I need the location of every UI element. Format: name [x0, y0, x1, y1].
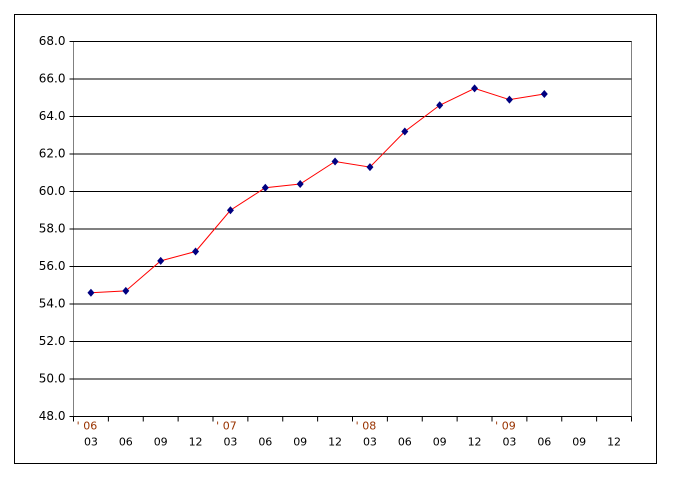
- year-label: ' 06: [77, 420, 98, 433]
- x-tick-label: 09: [293, 436, 307, 449]
- x-tick-label: 09: [154, 436, 168, 449]
- x-tick-label: 06: [537, 436, 551, 449]
- x-tick-label: 06: [398, 436, 412, 449]
- data-point: [226, 206, 234, 215]
- y-tick-label: 68.0: [39, 34, 66, 48]
- x-tick-label: 12: [468, 436, 482, 449]
- x-tick-label: 03: [363, 436, 377, 449]
- x-tick-label: 09: [433, 436, 447, 449]
- data-point: [87, 288, 95, 297]
- year-label: ' 08: [356, 420, 377, 433]
- data-point: [471, 84, 479, 93]
- y-tick-label: 66.0: [39, 72, 66, 86]
- year-label: ' 07: [216, 420, 237, 433]
- y-tick-label: 52.0: [39, 334, 66, 348]
- x-tick-label: 12: [189, 436, 203, 449]
- data-point: [366, 163, 374, 172]
- y-tick-label: 64.0: [39, 109, 66, 123]
- x-tick-label: 06: [258, 436, 272, 449]
- data-point: [436, 101, 444, 110]
- y-tick-label: 50.0: [39, 372, 66, 386]
- data-point: [157, 256, 165, 265]
- year-label: ' 09: [495, 420, 516, 433]
- data-point: [122, 286, 130, 295]
- y-tick-label: 56.0: [39, 259, 66, 273]
- y-tick-label: 58.0: [39, 222, 66, 236]
- data-point: [505, 95, 513, 104]
- data-point: [331, 157, 339, 166]
- x-tick-label: 03: [84, 436, 98, 449]
- data-point: [401, 127, 409, 136]
- data-point: [192, 247, 200, 256]
- x-tick-label: 06: [119, 436, 133, 449]
- y-tick-label: 62.0: [39, 147, 66, 161]
- x-tick-label: 03: [223, 436, 237, 449]
- x-tick-label: 09: [572, 436, 586, 449]
- data-point: [296, 180, 304, 188]
- data-point: [540, 90, 548, 98]
- x-tick-label: 12: [607, 436, 621, 449]
- x-tick-label: 03: [502, 436, 516, 449]
- series-line: [90, 87, 545, 294]
- data-point: [261, 183, 269, 192]
- y-tick-label: 60.0: [39, 184, 66, 198]
- y-tick-label: 48.0: [39, 409, 66, 423]
- y-tick-label: 54.0: [39, 297, 66, 311]
- x-tick-label: 12: [328, 436, 342, 449]
